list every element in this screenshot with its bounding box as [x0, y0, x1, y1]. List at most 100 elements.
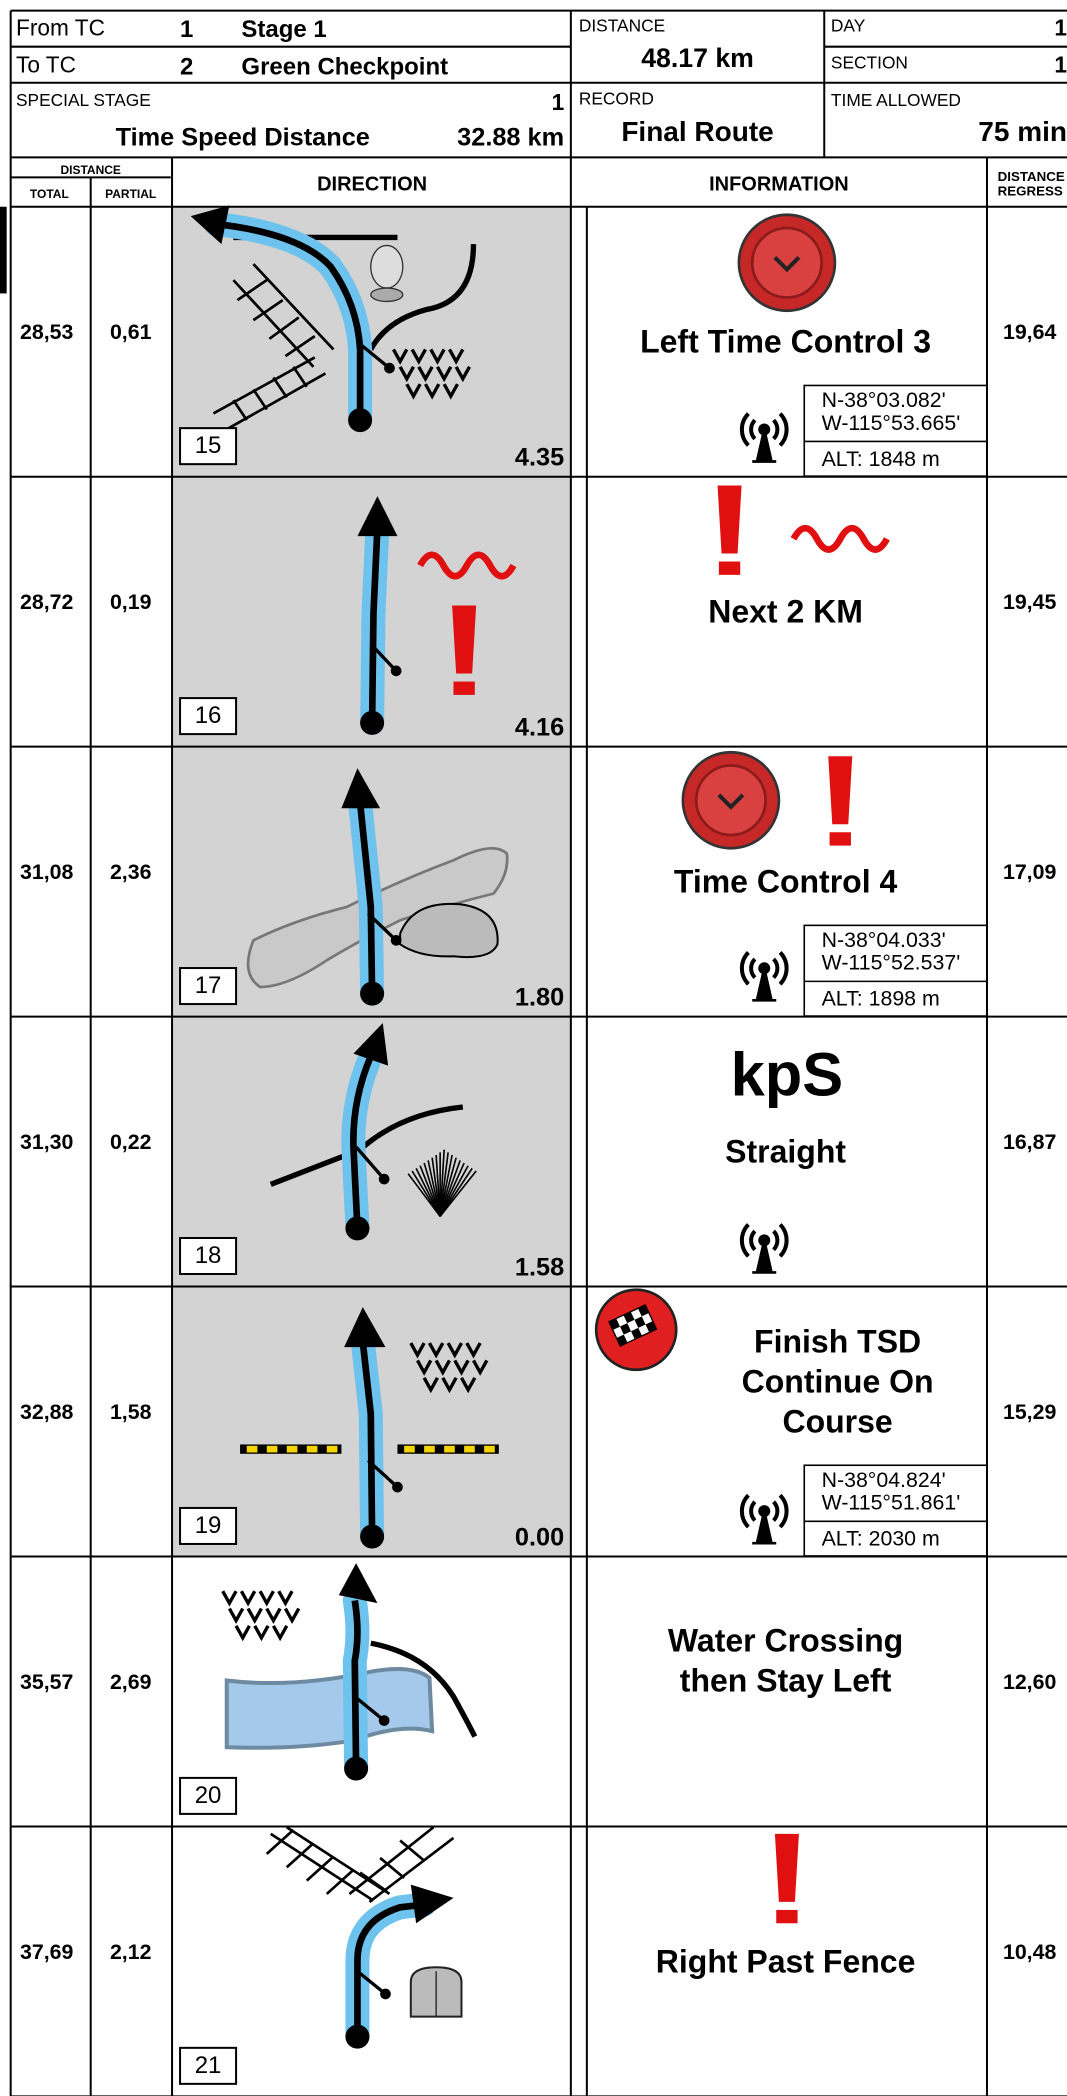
dyke [286, 1445, 298, 1453]
odometer-tick [366, 1459, 399, 1489]
total-distance: 35,57 [20, 1670, 73, 1694]
tracks [454, 365, 471, 383]
box-number-frame [179, 2046, 238, 2085]
label: PARTIAL [105, 187, 156, 201]
regress-distance: 19,45 [1003, 590, 1057, 614]
instruction: Time Control 4 [674, 863, 898, 899]
label: DISTANCE [998, 169, 1065, 184]
route [359, 1341, 376, 1537]
tracks [410, 348, 427, 365]
value: 1 [1054, 14, 1067, 40]
dyke [326, 1445, 338, 1453]
coords-box [803, 1464, 988, 1557]
tracks [265, 1607, 282, 1624]
odometer-tick [354, 1145, 386, 1181]
finish-icon [619, 1323, 632, 1335]
heading: 4.35 [515, 444, 564, 472]
edge-mark [0, 206, 7, 294]
tracks [441, 1376, 458, 1394]
arrow-head [357, 496, 398, 537]
tracks [448, 348, 465, 365]
roadbook-row: 32,88 1,58 15,29 19 0.00 Finish TSD Continue O… [20, 1286, 1056, 1557]
fence [265, 1826, 455, 1903]
antenna-icon [752, 429, 777, 463]
total-distance: 31,30 [20, 1130, 73, 1154]
box-number: 20 [195, 1782, 222, 1809]
finish-icon [634, 1316, 646, 1328]
tracks [428, 1342, 445, 1359]
arrow-head [353, 1022, 389, 1066]
heading: 1.80 [515, 983, 564, 1011]
odometer-tick [380, 1988, 391, 2000]
instruction: Next 2 KM [708, 594, 863, 630]
label: REGRESS [998, 184, 1063, 199]
tracks [258, 1590, 275, 1607]
instruction: Water Crossing [668, 1623, 903, 1659]
odometer-tick [392, 1481, 403, 1493]
regress-distance: 17,09 [1003, 860, 1057, 884]
exclamation-icon [776, 1909, 798, 1924]
bush [439, 1170, 477, 1217]
odometer-tick [353, 1695, 386, 1722]
route [356, 802, 376, 994]
value: Green Checkpoint [241, 53, 448, 80]
tracks [221, 1590, 238, 1607]
label: SPECIAL STAGE [16, 90, 151, 110]
odometer-tick [390, 665, 402, 677]
grid [0, 9, 1067, 2096]
box-number: 17 [195, 972, 222, 999]
dyke [484, 1445, 495, 1453]
start-dot [344, 1756, 369, 1781]
heading: 4.16 [515, 713, 564, 741]
heading: 0.00 [515, 1523, 564, 1551]
tracks [271, 1625, 289, 1642]
box-number-frame [179, 1236, 238, 1276]
tracks [234, 1625, 251, 1642]
road [370, 1640, 478, 1738]
label: DAY [831, 15, 866, 35]
value: 1 [180, 16, 193, 43]
exclamation-icon [717, 485, 742, 554]
label: From TC [16, 14, 105, 40]
wave-icon [417, 551, 517, 580]
control-icon [717, 793, 745, 810]
arrow-head [410, 1884, 454, 1924]
tracks [277, 1590, 294, 1607]
instruction: Right Past Fence [656, 1943, 916, 1979]
value: Stage 1 [241, 16, 326, 43]
antenna-icon [749, 1500, 780, 1522]
tracks [409, 1342, 426, 1359]
dyke [424, 1445, 435, 1453]
antenna-icon [749, 418, 780, 441]
roadbook-row: 31,08 2,36 17,09 17 1.80 Time Control 4 N-38°0… [20, 746, 1057, 1017]
longitude: W-115°52.537' [822, 951, 961, 975]
bush [407, 1173, 441, 1217]
longitude: W-115°53.665' [822, 411, 961, 435]
column-headers: DISTANCE TOTAL PARTIAL DIRECTION INFORMA… [30, 163, 1065, 201]
tracks [416, 1359, 433, 1376]
tracks [227, 1607, 245, 1624]
instruction: Continue On [742, 1363, 934, 1399]
odometer-tick [378, 1173, 390, 1185]
antenna-icon [752, 1510, 777, 1545]
odometer-tick [372, 645, 398, 673]
tracks [465, 1342, 482, 1359]
finish-icon [645, 1321, 657, 1333]
label: TOTAL [30, 187, 69, 201]
label: INFORMATION [709, 174, 849, 196]
box-number-frame [179, 697, 238, 736]
regress-distance: 12,60 [1003, 1670, 1056, 1694]
box-number: 19 [195, 1512, 222, 1539]
control-icon [773, 256, 801, 273]
dyke [246, 1445, 258, 1453]
regress-distance: 16,87 [1003, 1130, 1056, 1154]
fence [212, 263, 335, 432]
latitude: N-38°04.033' [822, 928, 946, 952]
header: From TC 1 Stage 1 To TC 2 Green Checkpoi… [16, 14, 1067, 151]
exclamation-icon [828, 756, 853, 825]
coords-box [803, 924, 988, 1017]
tracks [434, 1359, 451, 1376]
tracks [398, 365, 415, 383]
